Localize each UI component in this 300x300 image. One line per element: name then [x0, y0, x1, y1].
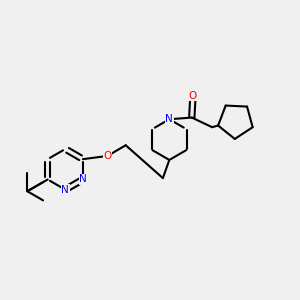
Text: N: N [165, 114, 173, 124]
Text: N: N [79, 175, 87, 184]
Text: O: O [103, 151, 112, 161]
Text: O: O [189, 91, 197, 101]
Text: N: N [61, 184, 69, 195]
